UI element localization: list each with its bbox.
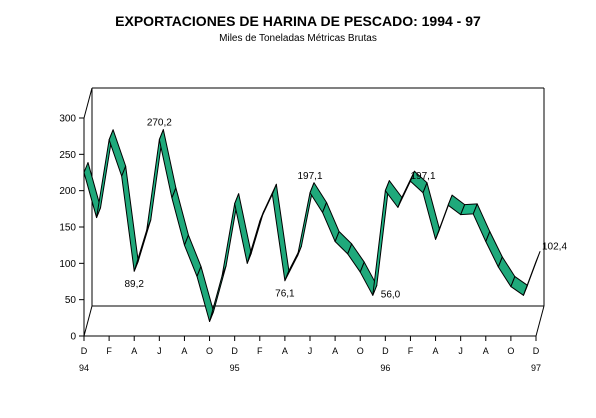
left-top-edge	[83, 87, 93, 119]
data-label: 56,0	[381, 289, 401, 300]
ribbon-segment	[171, 187, 189, 246]
ribbon-segment	[271, 183, 290, 282]
ribbon-segment	[108, 129, 127, 177]
data-labels: 270,2 89,2 197,1 76,1 197,1 56,0 102,4	[124, 118, 567, 301]
data-label: 102,4	[542, 242, 567, 253]
year-label: 95	[230, 363, 240, 373]
ribbon-segment	[121, 165, 139, 272]
y-tick-label: 200	[59, 186, 76, 197]
x-tick-label: D	[382, 346, 389, 356]
y-tick-label: 150	[59, 223, 76, 234]
ribbon-segment	[183, 234, 202, 277]
floor-right-edge	[535, 305, 545, 337]
x-tick-label: F	[106, 346, 112, 356]
x-tick-label: O	[357, 346, 364, 356]
x-tick-label: A	[332, 346, 338, 356]
ribbon-segment	[322, 201, 340, 243]
x-tick-label: A	[282, 346, 288, 356]
year-label: 97	[531, 363, 541, 373]
ribbon-segment	[234, 193, 252, 264]
x-tick-label: F	[408, 346, 414, 356]
chart-subtitle: Miles de Toneladas Métricas Brutas	[219, 33, 377, 44]
x-tick-label: A	[181, 346, 187, 356]
y-tick-label: 250	[59, 150, 76, 161]
ribbon-segment	[196, 265, 215, 322]
ribbon-segment	[472, 203, 491, 243]
ribbon-segment	[133, 219, 152, 272]
data-label: 89,2	[124, 279, 144, 290]
y-tick-label: 300	[59, 114, 76, 125]
year-label: 96	[380, 363, 390, 373]
x-tick-label: J	[157, 346, 162, 356]
ribbon-segment	[372, 180, 390, 296]
data-label: 270,2	[147, 118, 172, 129]
ribbon-segment	[522, 251, 541, 296]
x-tick-label: J	[308, 346, 313, 356]
year-label: 94	[79, 363, 89, 373]
x-tick-label: O	[206, 346, 213, 356]
x-tick-label: D	[231, 346, 238, 356]
ribbon-segment	[158, 129, 177, 199]
ribbon-segment	[422, 182, 441, 240]
x-tick-label: D	[533, 346, 540, 356]
data-label: 197,1	[410, 171, 435, 182]
chart-title: EXPORTACIONES DE HARINA DE PESCADO: 1994…	[115, 13, 481, 29]
y-tick-label: 0	[70, 332, 76, 343]
x-tick-label: D	[81, 346, 88, 356]
data-ribbon	[83, 129, 541, 322]
ribbon-segment	[485, 231, 503, 268]
y-axis: 0 50 100 150 200 250 300	[59, 114, 84, 343]
data-label: 76,1	[275, 289, 295, 300]
x-tick-label: O	[507, 346, 514, 356]
x-tick-label: J	[458, 346, 463, 356]
x-tick-label: A	[131, 346, 137, 356]
data-label: 197,1	[297, 171, 322, 182]
x-tick-label: F	[257, 346, 263, 356]
y-tick-label: 50	[65, 295, 77, 306]
x-tick-label: A	[483, 346, 489, 356]
x-axis: D F A J A O D F A J A O D F A J A O D 94 95 96 97	[79, 336, 541, 373]
floor-left-edge	[83, 305, 93, 337]
x-tick-label: A	[433, 346, 439, 356]
y-tick-label: 100	[59, 259, 76, 270]
ribbon-segment	[209, 265, 227, 322]
